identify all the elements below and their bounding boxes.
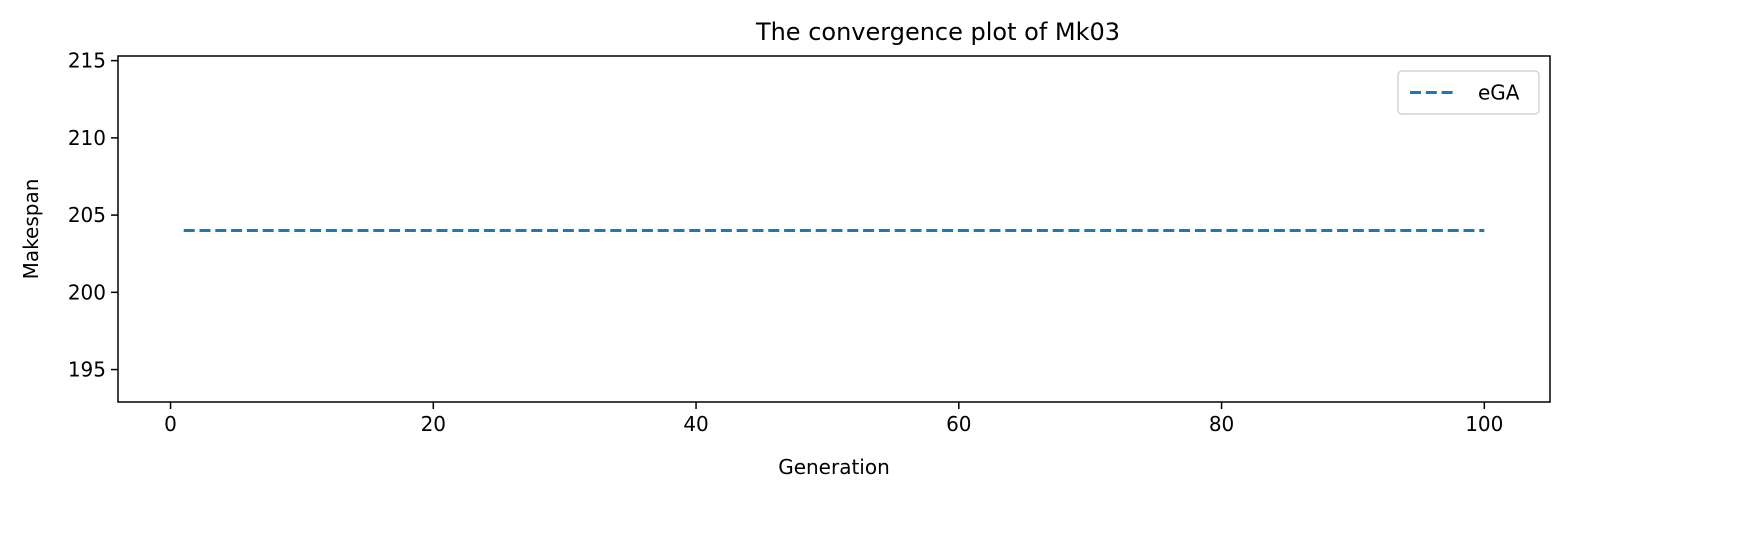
x-tick-label: 0 <box>164 412 177 436</box>
y-tick-label: 200 <box>68 280 106 304</box>
plot-area: 0 20 40 60 80 100 195 200 205 210 215 <box>68 49 1551 436</box>
y-axis-ticks: 195 200 205 210 215 <box>68 49 118 382</box>
y-axis-label: Makespan <box>19 179 43 280</box>
x-tick-label: 60 <box>946 412 971 436</box>
chart-title: The convergence plot of Mk03 <box>755 18 1120 46</box>
y-tick-label: 210 <box>68 126 106 150</box>
axes-frame <box>117 55 1551 403</box>
legend-box <box>1397 70 1540 115</box>
legend-label-ega: eGA <box>1478 81 1520 105</box>
x-tick-label: 80 <box>1209 412 1234 436</box>
y-tick-label: 205 <box>68 203 106 227</box>
x-axis-ticks: 0 20 40 60 80 100 <box>164 402 1503 436</box>
y-tick-label: 215 <box>68 49 106 73</box>
legend: eGA <box>1397 70 1540 115</box>
x-tick-label: 20 <box>421 412 446 436</box>
x-tick-label: 40 <box>683 412 708 436</box>
x-tick-label: 100 <box>1465 412 1503 436</box>
x-axis-label: Generation <box>778 455 890 479</box>
y-tick-label: 195 <box>68 358 106 382</box>
